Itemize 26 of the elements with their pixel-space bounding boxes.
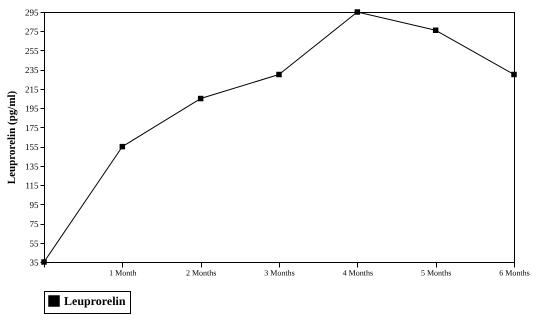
legend-label: Leuprorelin [64,294,126,308]
y-tick-label: 75 [30,219,39,230]
x-tick-label: 2 Months [186,268,216,278]
x-tick-label: 5 Months [420,268,452,278]
x-tick-label: 4 Months [342,268,374,278]
x-tick-label: 3 Months [264,268,295,278]
y-tick-label: 195 [25,104,39,114]
point [354,9,360,15]
x-tick-label: 6 Months [499,268,530,278]
y-tick-label: 115 [25,180,39,191]
y-tick-label: 295 [25,8,39,18]
y-tick-label: 155 [25,142,39,152]
point [432,28,438,34]
point [120,144,126,150]
y-tick-label: 255 [25,46,39,56]
x-tick-label: 1 Month [109,268,137,278]
y-tick-label: 235 [25,65,39,76]
y-tick-label: 35 [30,258,39,268]
y-tick-label: 95 [30,200,39,210]
y-tick-label: 175 [25,122,39,133]
y-axis-title: Leuprorelin (pg/ml) [6,90,18,184]
y-tick-label: 135 [25,161,39,172]
y-tick-label: 55 [30,238,39,248]
y-tick-label: 275 [25,26,39,37]
point [198,96,204,102]
y-tick-label: 215 [25,84,39,94]
